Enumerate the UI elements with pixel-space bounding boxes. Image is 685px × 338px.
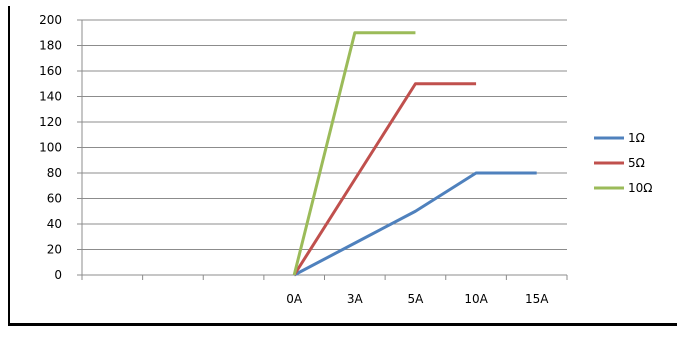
x-tick-label: 15A	[525, 292, 549, 306]
y-tick-label: 40	[47, 217, 62, 231]
series-line-2	[292, 82, 477, 276]
x-tick-label: 10A	[464, 292, 488, 306]
series-lines	[292, 31, 537, 277]
y-tick-labels: 0 20 40 60 80 100 120 140 160 180 200	[39, 13, 62, 282]
y-tick-label: 120	[39, 115, 62, 129]
legend-label: 1Ω	[628, 131, 645, 145]
y-tick-label: 80	[47, 166, 62, 180]
legend-label: 10Ω	[628, 181, 652, 195]
x-tick-labels: 0A 3A 5A 10A 15A	[286, 292, 549, 306]
y-tick-label: 140	[39, 90, 62, 104]
legend: 1Ω 5Ω 10Ω	[594, 131, 652, 195]
series-line-1	[293, 171, 537, 277]
chart-frame	[8, 6, 677, 326]
y-tick-label: 0	[54, 268, 62, 282]
y-tick-label: 100	[39, 141, 62, 155]
y-tick-label: 200	[39, 13, 62, 27]
legend-label: 5Ω	[628, 156, 645, 170]
x-tick-label: 3A	[347, 292, 364, 306]
y-tick-label: 60	[47, 192, 62, 206]
y-tick-label: 160	[39, 64, 62, 78]
gridlines	[82, 19, 567, 250]
axes	[77, 19, 568, 280]
x-tick-label: 5A	[408, 292, 425, 306]
series-line-3	[292, 31, 416, 276]
x-tick-label: 0A	[286, 292, 303, 306]
y-tick-label: 20	[47, 243, 62, 257]
y-tick-label: 180	[39, 39, 62, 53]
